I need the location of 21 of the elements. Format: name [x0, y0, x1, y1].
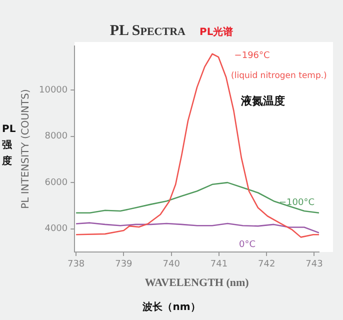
x-tick-label: 743 [306, 260, 323, 270]
annotation: 液氮温度 [240, 94, 285, 108]
annotation: (liquid nitrogen temp.) [231, 71, 327, 82]
x-tick-label: 738 [67, 260, 85, 270]
x-tick-label: 740 [162, 260, 180, 270]
series-label: 0°C [239, 240, 256, 250]
chart-title: PL Spectra [110, 23, 186, 39]
y-tick-label: 4000 [44, 224, 68, 234]
y-tick-label: 6000 [44, 178, 68, 188]
y-tick-label: 8000 [44, 132, 68, 142]
series-label: −100°C [279, 198, 315, 208]
x-tick-label: 741 [210, 260, 228, 270]
text: PL强度 [2, 123, 16, 169]
x-axis-title: WAVELENGTH (nm) [144, 277, 250, 290]
y-tick-label: 10000 [38, 85, 68, 96]
text: 波长（nm） [142, 300, 202, 314]
x-tick-label: 739 [115, 260, 133, 270]
x-tick-label: 742 [258, 260, 276, 270]
y-axis-title: PL INTENSITY (COUNTS) [20, 89, 32, 209]
chart-subtitle: PL光谱 [199, 27, 234, 38]
series-label: −196°C [234, 51, 270, 62]
